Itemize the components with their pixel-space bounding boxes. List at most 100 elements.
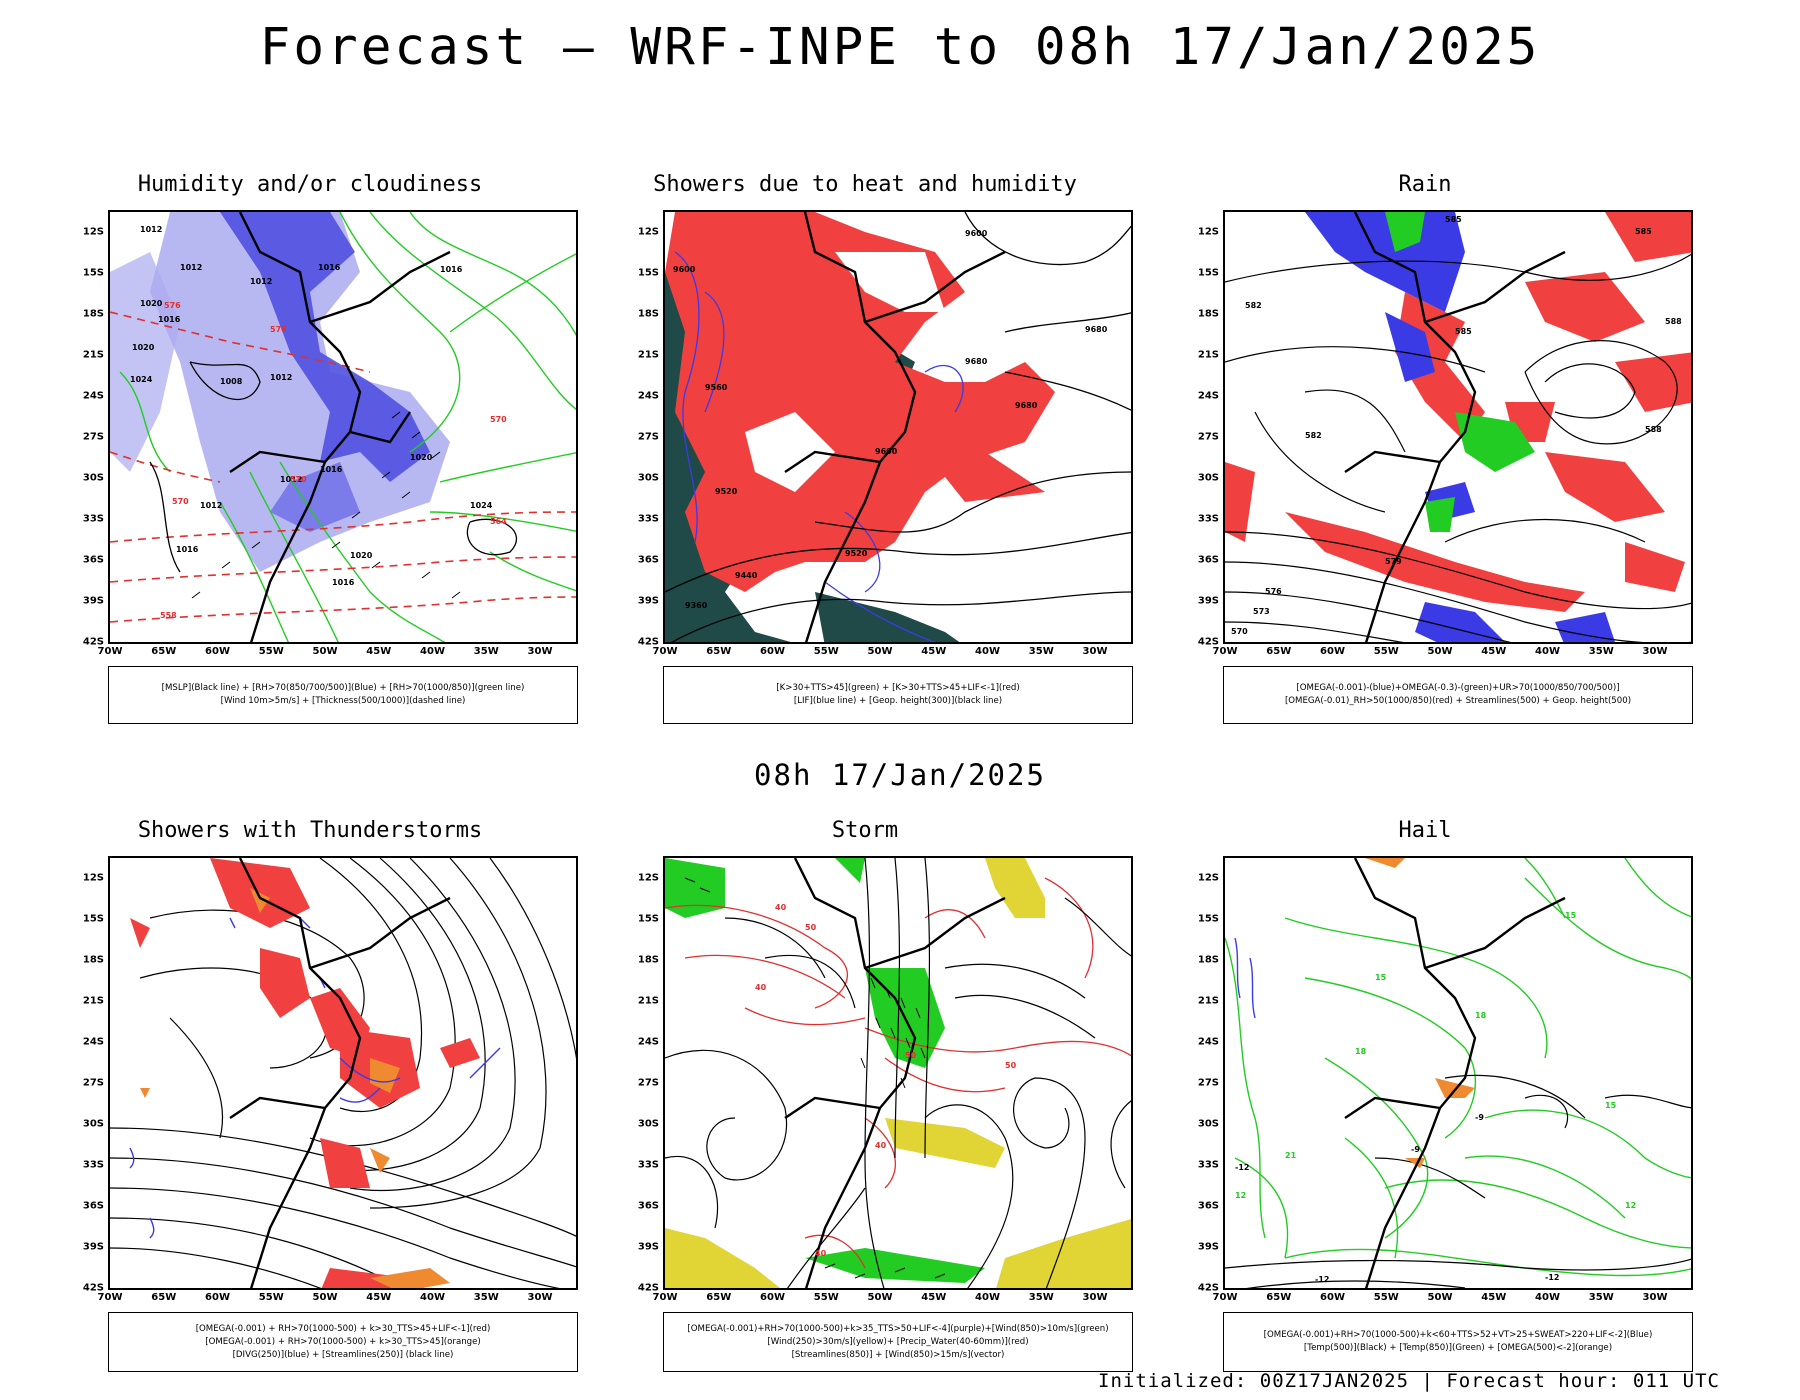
panel-storm: Storm 12S 15S 18S 21S 24S 27S 30S 33S 36S 39S 42S — [595, 818, 1135, 1388]
contour-label: 9560 — [705, 383, 728, 392]
latitude-tick-label: 27S — [1197, 431, 1219, 443]
latitude-tick-label: 42S — [82, 1282, 104, 1294]
contour-label: -12 — [1235, 1163, 1249, 1172]
latitude-tick-label: 12S — [82, 226, 104, 238]
contour-label: 582 — [1305, 431, 1322, 440]
clear-area-3 — [745, 412, 835, 492]
longitude-tick-label: 45W — [366, 1292, 392, 1303]
legend-line: [Wind(250)>30m/s](yellow)+ [Precip_Water… — [767, 1336, 1029, 1347]
latitude-tick-label: 42S — [82, 636, 104, 648]
longitude-tick-label: 40W — [975, 1292, 1000, 1303]
latitude-tick-label: 33S — [82, 513, 104, 525]
legend-line: [LIF](blue line) + [Geop. height(300)](b… — [793, 696, 1003, 706]
contour-label: 9440 — [735, 571, 758, 580]
contour-label: 40 — [775, 903, 787, 912]
longitude-tick-label: 45W — [1481, 1292, 1507, 1303]
longitude-tick-label: 40W — [1535, 646, 1560, 657]
contour-label: 1012 — [250, 277, 272, 286]
latitude-tick-label: 18S — [1197, 954, 1219, 966]
contour-label: 588 — [1665, 317, 1682, 326]
legend-box: [OMEGA(-0.001) + RH>70(1000-500) + k>30_… — [108, 1312, 578, 1372]
latitude-tick-label: 12S — [637, 872, 659, 884]
panel-rain: Rain 12S 15S 18S 21S 24S 27S 30S 33S 36S 39S 42S — [1155, 172, 1695, 742]
longitude-tick-label: 30W — [1082, 1292, 1108, 1303]
contour-label: 1008 — [220, 377, 243, 386]
clear-area — [835, 252, 945, 312]
latitude-tick-label: 24S — [82, 1036, 104, 1048]
latitude-tick-label: 30S — [637, 1118, 659, 1130]
longitude-tick-label: 55W — [1373, 646, 1399, 657]
legend-line: [DIVG(250)](blue) + [Streamlines(250)] (… — [232, 1349, 454, 1360]
legend-line: [MSLP](Black line) + [RH>70(850/700/500)… — [161, 683, 525, 693]
legend-line: [K>30+TTS>45](green) + [K>30+TTS>45+LIF<… — [776, 683, 1020, 693]
humidity-dense-area — [220, 212, 430, 482]
latitude-tick-label: 39S — [637, 1241, 659, 1253]
contour-label: 9680 — [1085, 325, 1108, 334]
contour-label: 573 — [1253, 607, 1270, 616]
panel-title: Storm — [831, 818, 899, 843]
contour-label: 9360 — [685, 601, 708, 610]
contour-label: 1016 — [176, 545, 199, 554]
latitude-tick-label: 15S — [637, 267, 659, 279]
latitude-tick-label: 36S — [637, 554, 659, 566]
panel-title: Showers with Thunderstorms — [137, 818, 483, 843]
latitude-tick-label: 39S — [1197, 1241, 1219, 1253]
contour-label: 9680 — [965, 357, 988, 366]
longitude-tick-label: 60W — [205, 1292, 230, 1303]
longitude-tick-label: 70W — [1212, 646, 1238, 657]
contour-label: 12 — [1235, 1191, 1246, 1200]
legend-box: [K>30+TTS>45](green) + [K>30+TTS>45+LIF<… — [663, 666, 1133, 724]
thunderstorms-map — [108, 856, 578, 1290]
latitude-tick-label: 36S — [1197, 1200, 1219, 1212]
latitude-tick-label: 24S — [82, 390, 104, 402]
contour-label: 1012 — [140, 225, 162, 234]
latitude-tick-label: 30S — [1197, 1118, 1219, 1130]
humidity-left-area — [110, 252, 180, 472]
legend-line: [OMEGA(-0.01)_RH>50(1000/850)(red) + Str… — [1284, 696, 1632, 706]
longitude-tick-label: 60W — [205, 646, 230, 657]
contour-label: 1016 — [158, 315, 181, 324]
latitude-tick-label: 30S — [82, 472, 104, 484]
longitude-tick-label: 35W — [473, 1292, 499, 1303]
humidity-dense-area-2 — [270, 462, 360, 532]
legend-line: [Streamlines(850)] + [Wind(850)>15m/s](v… — [791, 1349, 1005, 1360]
humidity-map: 1012 1012 1012 1016 1016 1020 1016 1020 … — [108, 210, 578, 644]
longitude-tick-label: 40W — [975, 646, 1000, 657]
longitude-tick-label: 35W — [1028, 1292, 1054, 1303]
longitude-axis: 70W 65W 60W 55W 50W 45W 40W 35W 30W — [653, 1292, 1133, 1306]
hail-map: -9 -9 -12 -12 -12 15 18 18 21 15 12 15 1… — [1223, 856, 1693, 1290]
longitude-tick-label: 35W — [1588, 1292, 1614, 1303]
longitude-tick-label: 30W — [1642, 646, 1668, 657]
contour-label: 18 — [1475, 1011, 1487, 1020]
longitude-tick-label: 30W — [1642, 1292, 1668, 1303]
latitude-tick-label: 30S — [637, 472, 659, 484]
latitude-tick-label: 15S — [1197, 267, 1219, 279]
latitude-tick-label: 24S — [1197, 390, 1219, 402]
contour-label: 570 — [1231, 627, 1248, 636]
contour-label: 9680 — [1015, 401, 1038, 410]
legend-line: [OMEGA(-0.001)+RH>70(1000-500)+k>35_TTS>… — [687, 1323, 1109, 1334]
latitude-tick-label: 27S — [637, 1077, 659, 1089]
contour-label: 40 — [755, 983, 767, 992]
longitude-tick-label: 60W — [760, 646, 785, 657]
longitude-tick-label: 50W — [1427, 646, 1453, 657]
contour-label: 18 — [1355, 1047, 1367, 1056]
mid-title: 08h 17/Jan/2025 — [754, 758, 1046, 792]
contour-label: 1024 — [470, 501, 493, 510]
contour-label: 564 — [490, 517, 507, 526]
longitude-tick-label: 35W — [1028, 646, 1054, 657]
contour-label: 21 — [1285, 1151, 1297, 1160]
contour-label: 15 — [1375, 973, 1387, 982]
latitude-tick-label: 15S — [637, 913, 659, 925]
longitude-tick-label: 50W — [867, 1292, 893, 1303]
contour-label: 585 — [1445, 215, 1462, 224]
latitude-tick-label: 18S — [82, 954, 104, 966]
longitude-tick-label: 65W — [706, 646, 732, 657]
contour-label: 40 — [815, 1249, 827, 1258]
latitude-tick-label: 33S — [1197, 513, 1219, 525]
latitude-tick-label: 21S — [1197, 995, 1219, 1007]
longitude-tick-label: 50W — [312, 646, 338, 657]
contour-label: 570 — [172, 497, 189, 506]
legend-line: [OMEGA(-0.001)+RH>70(1000-500)+k<60+TTS>… — [1263, 1330, 1653, 1340]
legend-line: [Temp(500)](Black) + [Temp(850)](Green) … — [1303, 1343, 1613, 1353]
